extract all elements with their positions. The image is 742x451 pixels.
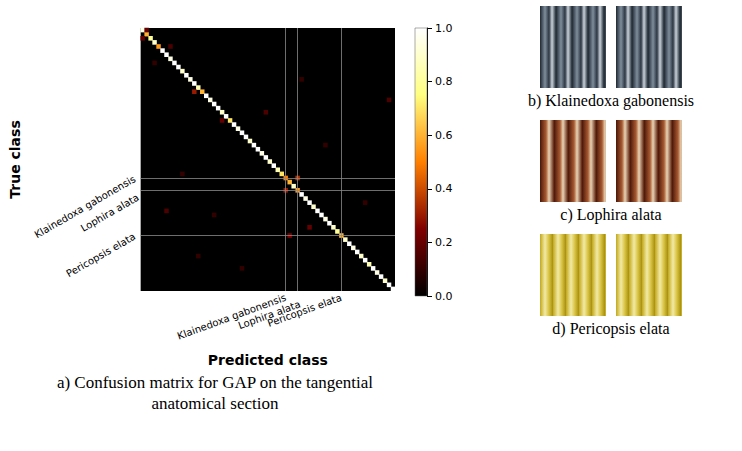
svg-text:0.6: 0.6 xyxy=(435,129,453,142)
svg-text:0.8: 0.8 xyxy=(435,75,453,88)
svg-text:1.0: 1.0 xyxy=(435,22,453,35)
svg-text:True class: True class xyxy=(7,120,23,198)
html-text:b) Klainedoxa gabonensis: b) Klainedoxa gabonensis xyxy=(527,92,695,109)
svg-text:Klainedoxa gabonensis: Klainedoxa gabonensis xyxy=(175,291,288,342)
svg-text:Predicted class: Predicted class xyxy=(208,352,328,368)
svg-text:Lophira alata: Lophira alata xyxy=(79,192,141,234)
svg-text:0.4: 0.4 xyxy=(435,182,453,195)
svg-text:Klainedoxa gabonensis: Klainedoxa gabonensis xyxy=(32,173,138,241)
svg-text:0.0: 0.0 xyxy=(435,290,453,303)
svg-text:Pericopsis elata: Pericopsis elata xyxy=(64,231,137,280)
svg-text:0.2: 0.2 xyxy=(435,236,453,249)
html-text:a) Confusion matrix for GAP on: a) Confusion matrix for GAP on the tange… xyxy=(56,373,374,413)
svg-text:Pericopsis elata: Pericopsis elata xyxy=(266,292,343,329)
html-text:d) Pericopsis elata: d) Pericopsis elata xyxy=(552,320,670,337)
html-text:c) Lophira alata: c) Lophira alata xyxy=(560,206,662,223)
svg-text:Lophira alata: Lophira alata xyxy=(236,298,302,332)
